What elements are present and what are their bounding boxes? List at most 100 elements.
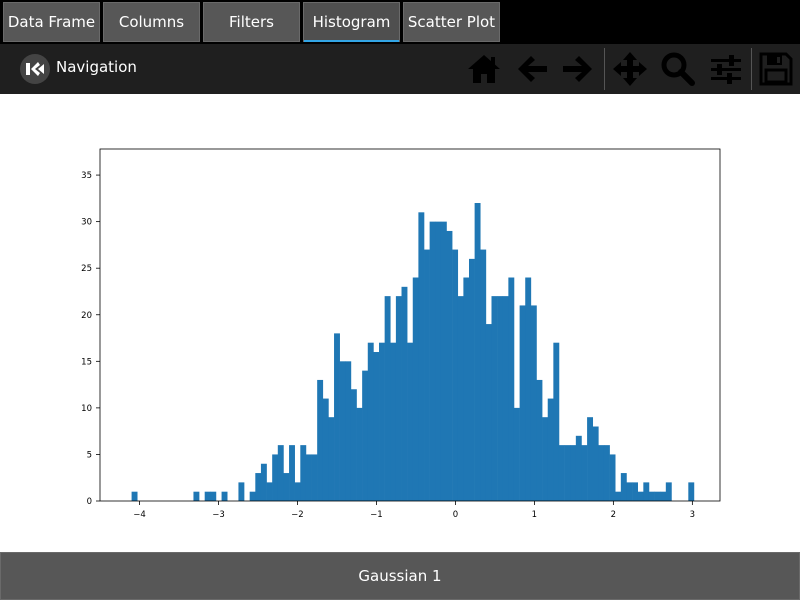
histogram-bar [260,463,267,501]
histogram-bar [480,249,487,501]
histogram-bar [463,277,470,501]
tab-data-frame[interactable]: Data Frame [3,2,100,42]
kivy-logo-icon [20,54,50,84]
histogram-bar [317,379,324,501]
histogram-bar [249,491,256,501]
histogram-bar [238,482,245,501]
histogram-bar [440,221,447,501]
save-floppy-icon [759,52,793,86]
histogram-bar [193,491,200,501]
histogram-bar [508,277,515,501]
histogram-bar [255,473,262,501]
histogram-bar [592,426,599,501]
histogram-bar [570,445,577,501]
plot-canvas[interactable]: −4 −3 −2 −1 0 1 2 3 0 5 10 15 20 25 30 35 [0,94,800,552]
histogram-bar [643,482,650,501]
y-tick-label: 10 [81,404,92,414]
histogram-bar [553,342,560,501]
histogram-bar [407,342,414,501]
histogram-bar [395,296,402,501]
x-tick-label: 0 [453,510,458,520]
histogram-bar [497,296,504,501]
histogram-bar [300,445,307,501]
forward-button[interactable] [558,49,598,89]
histogram-bar [502,296,509,501]
y-tick-label: 15 [81,357,92,367]
home-button[interactable] [464,49,504,89]
histogram-bar [615,491,622,501]
histogram-bar [350,389,357,501]
histogram-bar [277,445,284,501]
tab-filters[interactable]: Filters [203,2,300,42]
histogram-bar [469,258,475,501]
histogram-bar [339,361,346,501]
histogram-bar [581,445,588,501]
histogram-bar [334,333,340,501]
histogram-chart[interactable]: −4 −3 −2 −1 0 1 2 3 0 5 10 15 20 25 30 35 [0,94,800,552]
back-arrow-icon [518,56,547,82]
histogram-bar [620,473,627,501]
configure-subplots-button[interactable] [706,49,746,89]
histogram-bar [525,277,532,501]
histogram-bar [204,491,211,501]
histogram-bar [210,491,217,501]
histogram-bar [379,342,385,501]
histogram-bar [367,342,374,501]
histogram-bar [648,491,655,501]
dataset-label-button[interactable]: Gaussian 1 [0,552,800,600]
histogram-bar [429,221,436,501]
histogram-bar [305,454,312,501]
histogram-bar [558,445,565,501]
save-button[interactable] [756,49,796,89]
histogram-bar [564,445,571,501]
x-tick-label: −2 [291,510,304,520]
histogram-bar [294,482,301,501]
back-button[interactable] [512,49,552,89]
tab-bar: Data Frame Columns Filters Histogram Sca… [0,0,800,44]
histogram-bar [536,379,543,501]
histogram-bar [266,482,273,501]
x-tick-label: 3 [690,510,695,520]
histogram-bar [401,286,408,501]
histogram-bar [322,398,329,501]
toolbar-separator [604,48,605,90]
histogram-bar [519,305,526,501]
histogram-bar [283,473,290,501]
x-tick-label: −4 [133,510,146,520]
histogram-bar [491,296,498,501]
x-tick-label: −1 [370,510,383,520]
histogram-bar [598,445,605,501]
histogram-bar [474,203,481,501]
pan-button[interactable] [610,49,650,89]
histogram-bar [272,454,279,501]
zoom-button[interactable] [658,49,698,89]
tab-scatter-plot[interactable]: Scatter Plot [403,2,500,42]
histogram-bar [424,249,430,501]
x-tick-label: 2 [611,510,616,520]
plot-axes-frame [99,148,721,502]
histogram-bar [547,398,554,501]
histogram-bar [632,482,638,501]
histogram-bar [637,491,644,501]
y-tick-label: 20 [81,311,92,321]
y-tick-label: 5 [87,450,92,460]
tab-histogram[interactable]: Histogram [303,2,400,42]
histogram-bar [418,212,425,501]
histogram-bar [513,407,520,501]
y-tick-label: 25 [81,264,92,274]
histogram-bar [435,221,442,501]
histogram-bar [485,324,492,501]
home-icon [468,55,500,83]
navigation-toolbar: Navigation [0,44,800,94]
tab-columns[interactable]: Columns [103,2,200,42]
histogram-bar [373,352,380,501]
toolbar-separator [751,48,752,90]
y-tick-label: 0 [87,497,92,507]
histogram-bar [457,296,464,501]
histogram-bar [587,417,594,501]
forward-arrow-icon [563,56,592,82]
histogram-bar [345,361,352,501]
histogram-bar [356,407,363,501]
histogram-bar [665,482,672,501]
histogram-bar [412,277,419,501]
